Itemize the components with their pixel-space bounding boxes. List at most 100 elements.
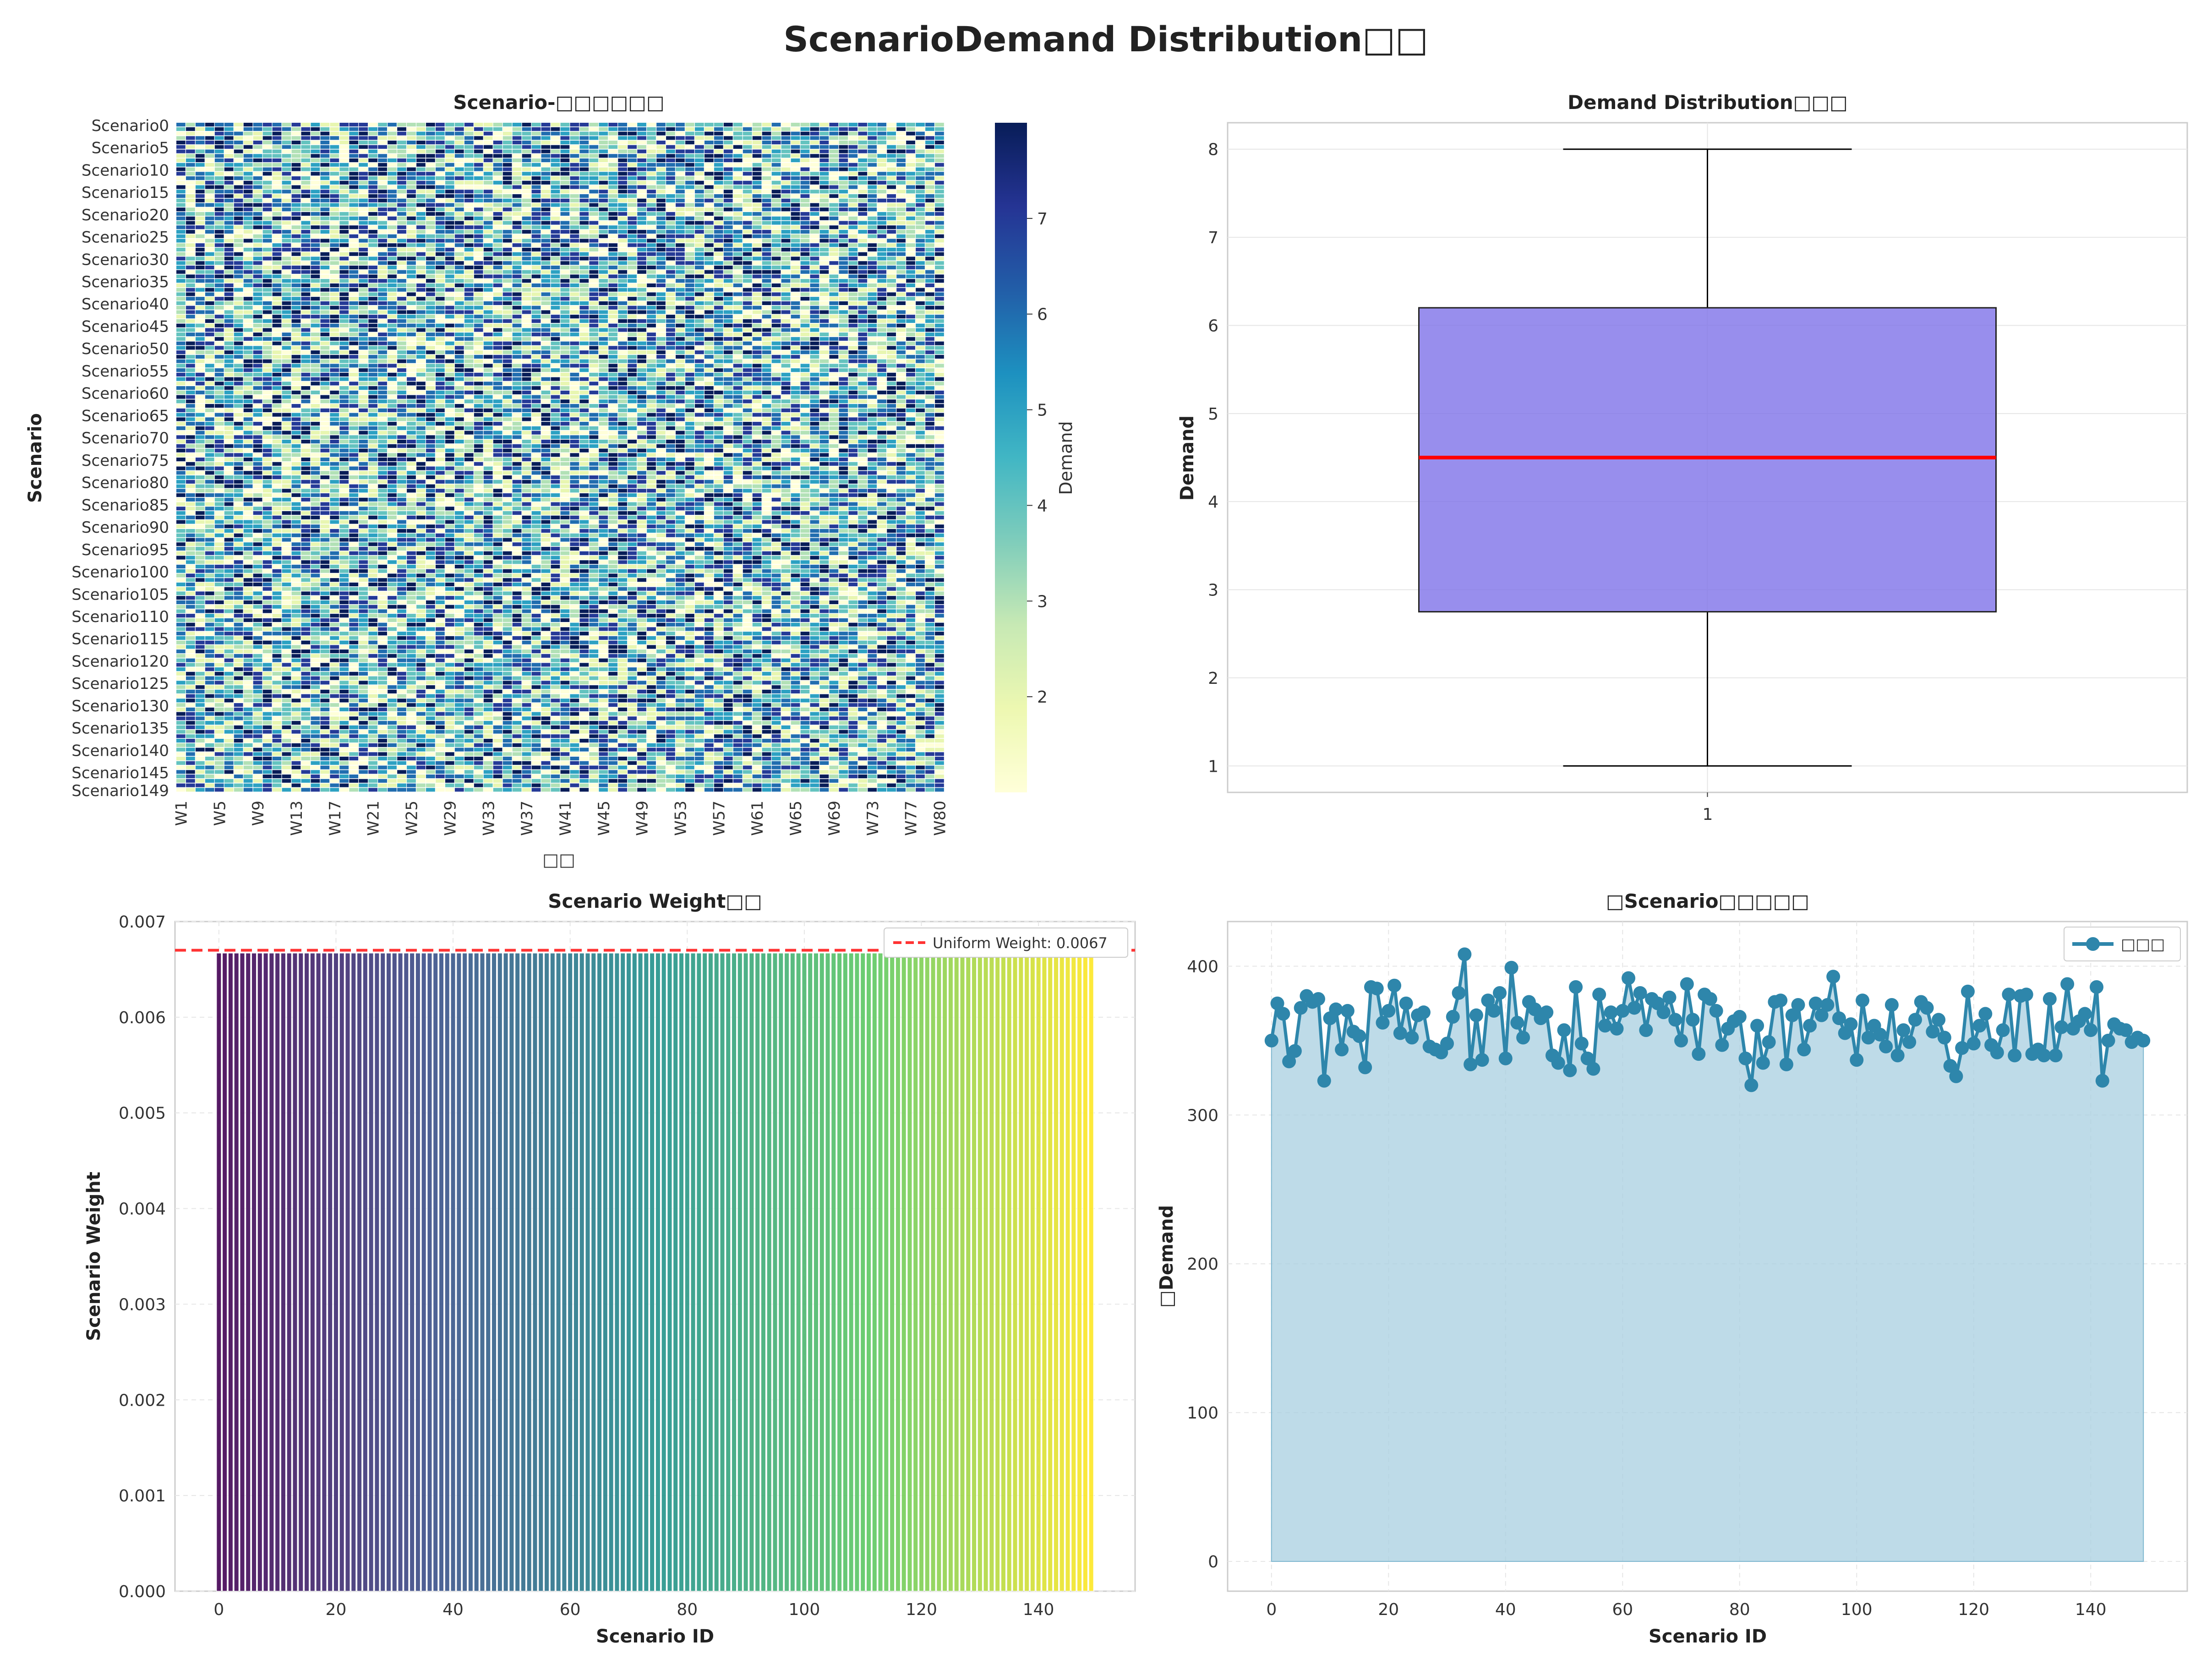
heatmap-cell [502, 337, 512, 341]
heatmap-cell [925, 172, 934, 176]
heatmap-cell [426, 203, 435, 207]
heatmap-cell [330, 395, 339, 399]
heatmap-cell [531, 194, 541, 198]
heatmap-cell [714, 123, 723, 127]
heatmap-cell [599, 145, 608, 149]
heatmap-cell [906, 154, 915, 158]
heatmap-cell [522, 364, 531, 368]
heatmap-cell [531, 306, 541, 310]
heatmap-cell [531, 163, 541, 167]
heatmap-cell [666, 256, 675, 261]
heatmap-cell [589, 359, 599, 363]
heatmap-cell [896, 328, 906, 332]
heatmap-cell [858, 395, 868, 399]
heatmap-cell [589, 149, 599, 153]
heatmap-cell [599, 158, 608, 163]
heatmap-cell [647, 167, 656, 171]
heatmap-cell [618, 239, 628, 243]
heatmap-cell [445, 225, 454, 229]
heatmap-cell [416, 149, 426, 153]
heatmap-cell [243, 328, 253, 332]
heatmap-cell [935, 315, 944, 319]
heatmap-cell [541, 359, 551, 363]
heatmap-cell [560, 127, 570, 131]
heatmap-cell [474, 279, 483, 283]
heatmap-cell [262, 131, 272, 136]
heatmap-cell [378, 131, 387, 136]
heatmap-cell [743, 390, 752, 394]
heatmap-cell [253, 131, 262, 136]
heatmap-cell [647, 346, 656, 350]
heatmap-cell [512, 355, 522, 359]
heatmap-cell [512, 288, 522, 292]
heatmap-cell [666, 163, 675, 167]
heatmap-cell [560, 346, 570, 350]
heatmap-cell [502, 261, 512, 265]
heatmap-cell [339, 167, 349, 171]
heatmap-cell [752, 368, 762, 372]
heatmap-cell [906, 239, 915, 243]
heatmap-cell [781, 198, 791, 202]
heatmap-cell [666, 323, 675, 327]
heatmap-cell [224, 319, 234, 323]
heatmap-cell [551, 225, 560, 229]
heatmap-cell [445, 247, 454, 252]
heatmap-cell [378, 176, 387, 180]
heatmap-cell [301, 283, 311, 288]
heatmap-cell [464, 225, 474, 229]
heatmap-cell [291, 247, 301, 252]
heatmap-cell [339, 247, 349, 252]
heatmap-cell [426, 337, 435, 341]
heatmap-cell [407, 123, 416, 127]
heatmap-cell [186, 140, 195, 145]
heatmap-cell [848, 185, 858, 189]
heatmap-cell [887, 145, 896, 149]
heatmap-cell [435, 247, 445, 252]
heatmap-cell [253, 359, 262, 363]
heatmap-cell [714, 131, 723, 136]
heatmap-cell [435, 234, 445, 238]
heatmap-cell [253, 333, 262, 337]
heatmap-cell [733, 185, 743, 189]
heatmap-cell [771, 359, 781, 363]
heatmap-cell [656, 167, 666, 171]
heatmap-cell [579, 265, 589, 270]
heatmap-cell [502, 140, 512, 145]
heatmap-cell [397, 154, 406, 158]
heatmap-cell [819, 190, 829, 194]
heatmap-cell [829, 306, 839, 310]
heatmap-cell [819, 359, 829, 363]
heatmap-cell [618, 261, 628, 265]
heatmap-cell [819, 301, 829, 306]
heatmap-cell [839, 265, 848, 270]
heatmap-cell [560, 306, 570, 310]
heatmap-cell [628, 333, 637, 337]
heatmap-cell [743, 306, 752, 310]
heatmap-cell [522, 229, 531, 234]
heatmap-cell [214, 158, 224, 163]
heatmap-cell [435, 315, 445, 319]
heatmap-cell [810, 270, 819, 274]
heatmap-cell [426, 346, 435, 350]
heatmap-cell [714, 167, 723, 171]
heatmap-cell [474, 315, 483, 319]
heatmap-cell [464, 198, 474, 202]
heatmap-cell [483, 274, 493, 278]
heatmap-cell [714, 190, 723, 194]
heatmap-cell [810, 234, 819, 238]
heatmap-cell [330, 194, 339, 198]
heatmap-cell [397, 123, 406, 127]
heatmap-cell [368, 190, 378, 194]
heatmap-cell [416, 123, 426, 127]
heatmap-cell [272, 292, 282, 296]
heatmap-cell [916, 136, 925, 140]
heatmap-cell [762, 127, 771, 131]
heatmap-cell [243, 229, 253, 234]
heatmap-cell [704, 355, 714, 359]
heatmap-cell [560, 333, 570, 337]
heatmap-cell [176, 261, 186, 265]
heatmap-cell [647, 368, 656, 372]
heatmap-cell [512, 176, 522, 180]
heatmap-cell [743, 198, 752, 202]
heatmap-cell [723, 279, 733, 283]
